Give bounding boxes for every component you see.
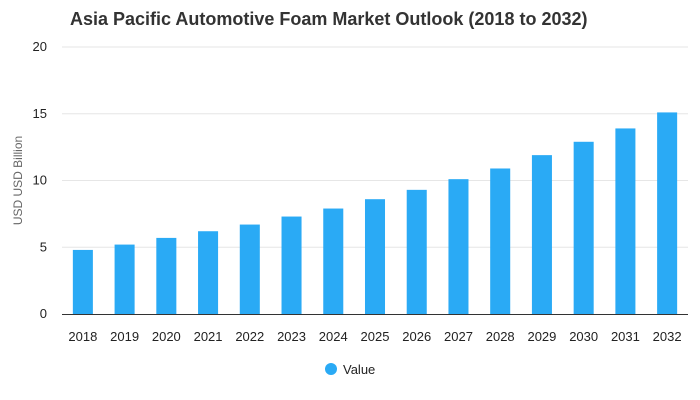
x-tick-label: 2025 — [361, 329, 390, 344]
x-tick-label: 2020 — [152, 329, 181, 344]
bar-2028[interactable] — [490, 168, 511, 314]
x-tick-label: 2028 — [486, 329, 515, 344]
x-axis-ticks: 2018 2019 2020 2021 2022 2023 2024 2025 2026 2027… — [68, 329, 681, 344]
x-tick-label: 2021 — [194, 329, 223, 344]
bar-2022[interactable] — [239, 224, 260, 314]
chart-title: Asia Pacific Automotive Foam Market Outl… — [70, 9, 587, 29]
bar-2024[interactable] — [323, 208, 344, 314]
y-axis-ticks: 0 5 10 15 20 — [33, 39, 47, 321]
x-tick-label: 2019 — [110, 329, 139, 344]
y-tick-label: 20 — [33, 39, 47, 54]
bar-2032[interactable] — [657, 112, 678, 314]
x-tick-label: 2030 — [569, 329, 598, 344]
bar-2018[interactable] — [72, 249, 93, 314]
x-tick-label: 2029 — [527, 329, 556, 344]
y-tick-label: 10 — [33, 173, 47, 188]
bar-2025[interactable] — [364, 199, 386, 314]
x-tick-label: 2027 — [444, 329, 473, 344]
bar-2021[interactable] — [198, 231, 219, 314]
legend-swatch — [325, 363, 337, 375]
bar-2023[interactable] — [281, 216, 302, 314]
y-tick-label: 0 — [40, 306, 47, 321]
x-tick-label: 2026 — [402, 329, 431, 344]
bar-2026[interactable] — [406, 189, 427, 314]
bar-2020[interactable] — [156, 237, 177, 314]
y-axis-label: USD USD Billion — [11, 136, 25, 225]
x-tick-label: 2018 — [68, 329, 97, 344]
bar-2027[interactable] — [448, 179, 469, 314]
x-tick-label: 2022 — [235, 329, 264, 344]
y-tick-label: 15 — [33, 106, 47, 121]
bar-2030[interactable] — [573, 141, 594, 314]
x-tick-label: 2024 — [319, 329, 348, 344]
x-tick-label: 2023 — [277, 329, 306, 344]
legend[interactable]: Value — [325, 362, 375, 377]
x-tick-label: 2032 — [653, 329, 682, 344]
bar-2031[interactable] — [615, 128, 636, 314]
bars — [72, 112, 678, 314]
bar-2019[interactable] — [114, 244, 135, 314]
bar-2029[interactable] — [531, 155, 552, 314]
y-tick-label: 5 — [40, 239, 47, 254]
x-tick-label: 2031 — [611, 329, 640, 344]
legend-label: Value — [343, 362, 375, 377]
